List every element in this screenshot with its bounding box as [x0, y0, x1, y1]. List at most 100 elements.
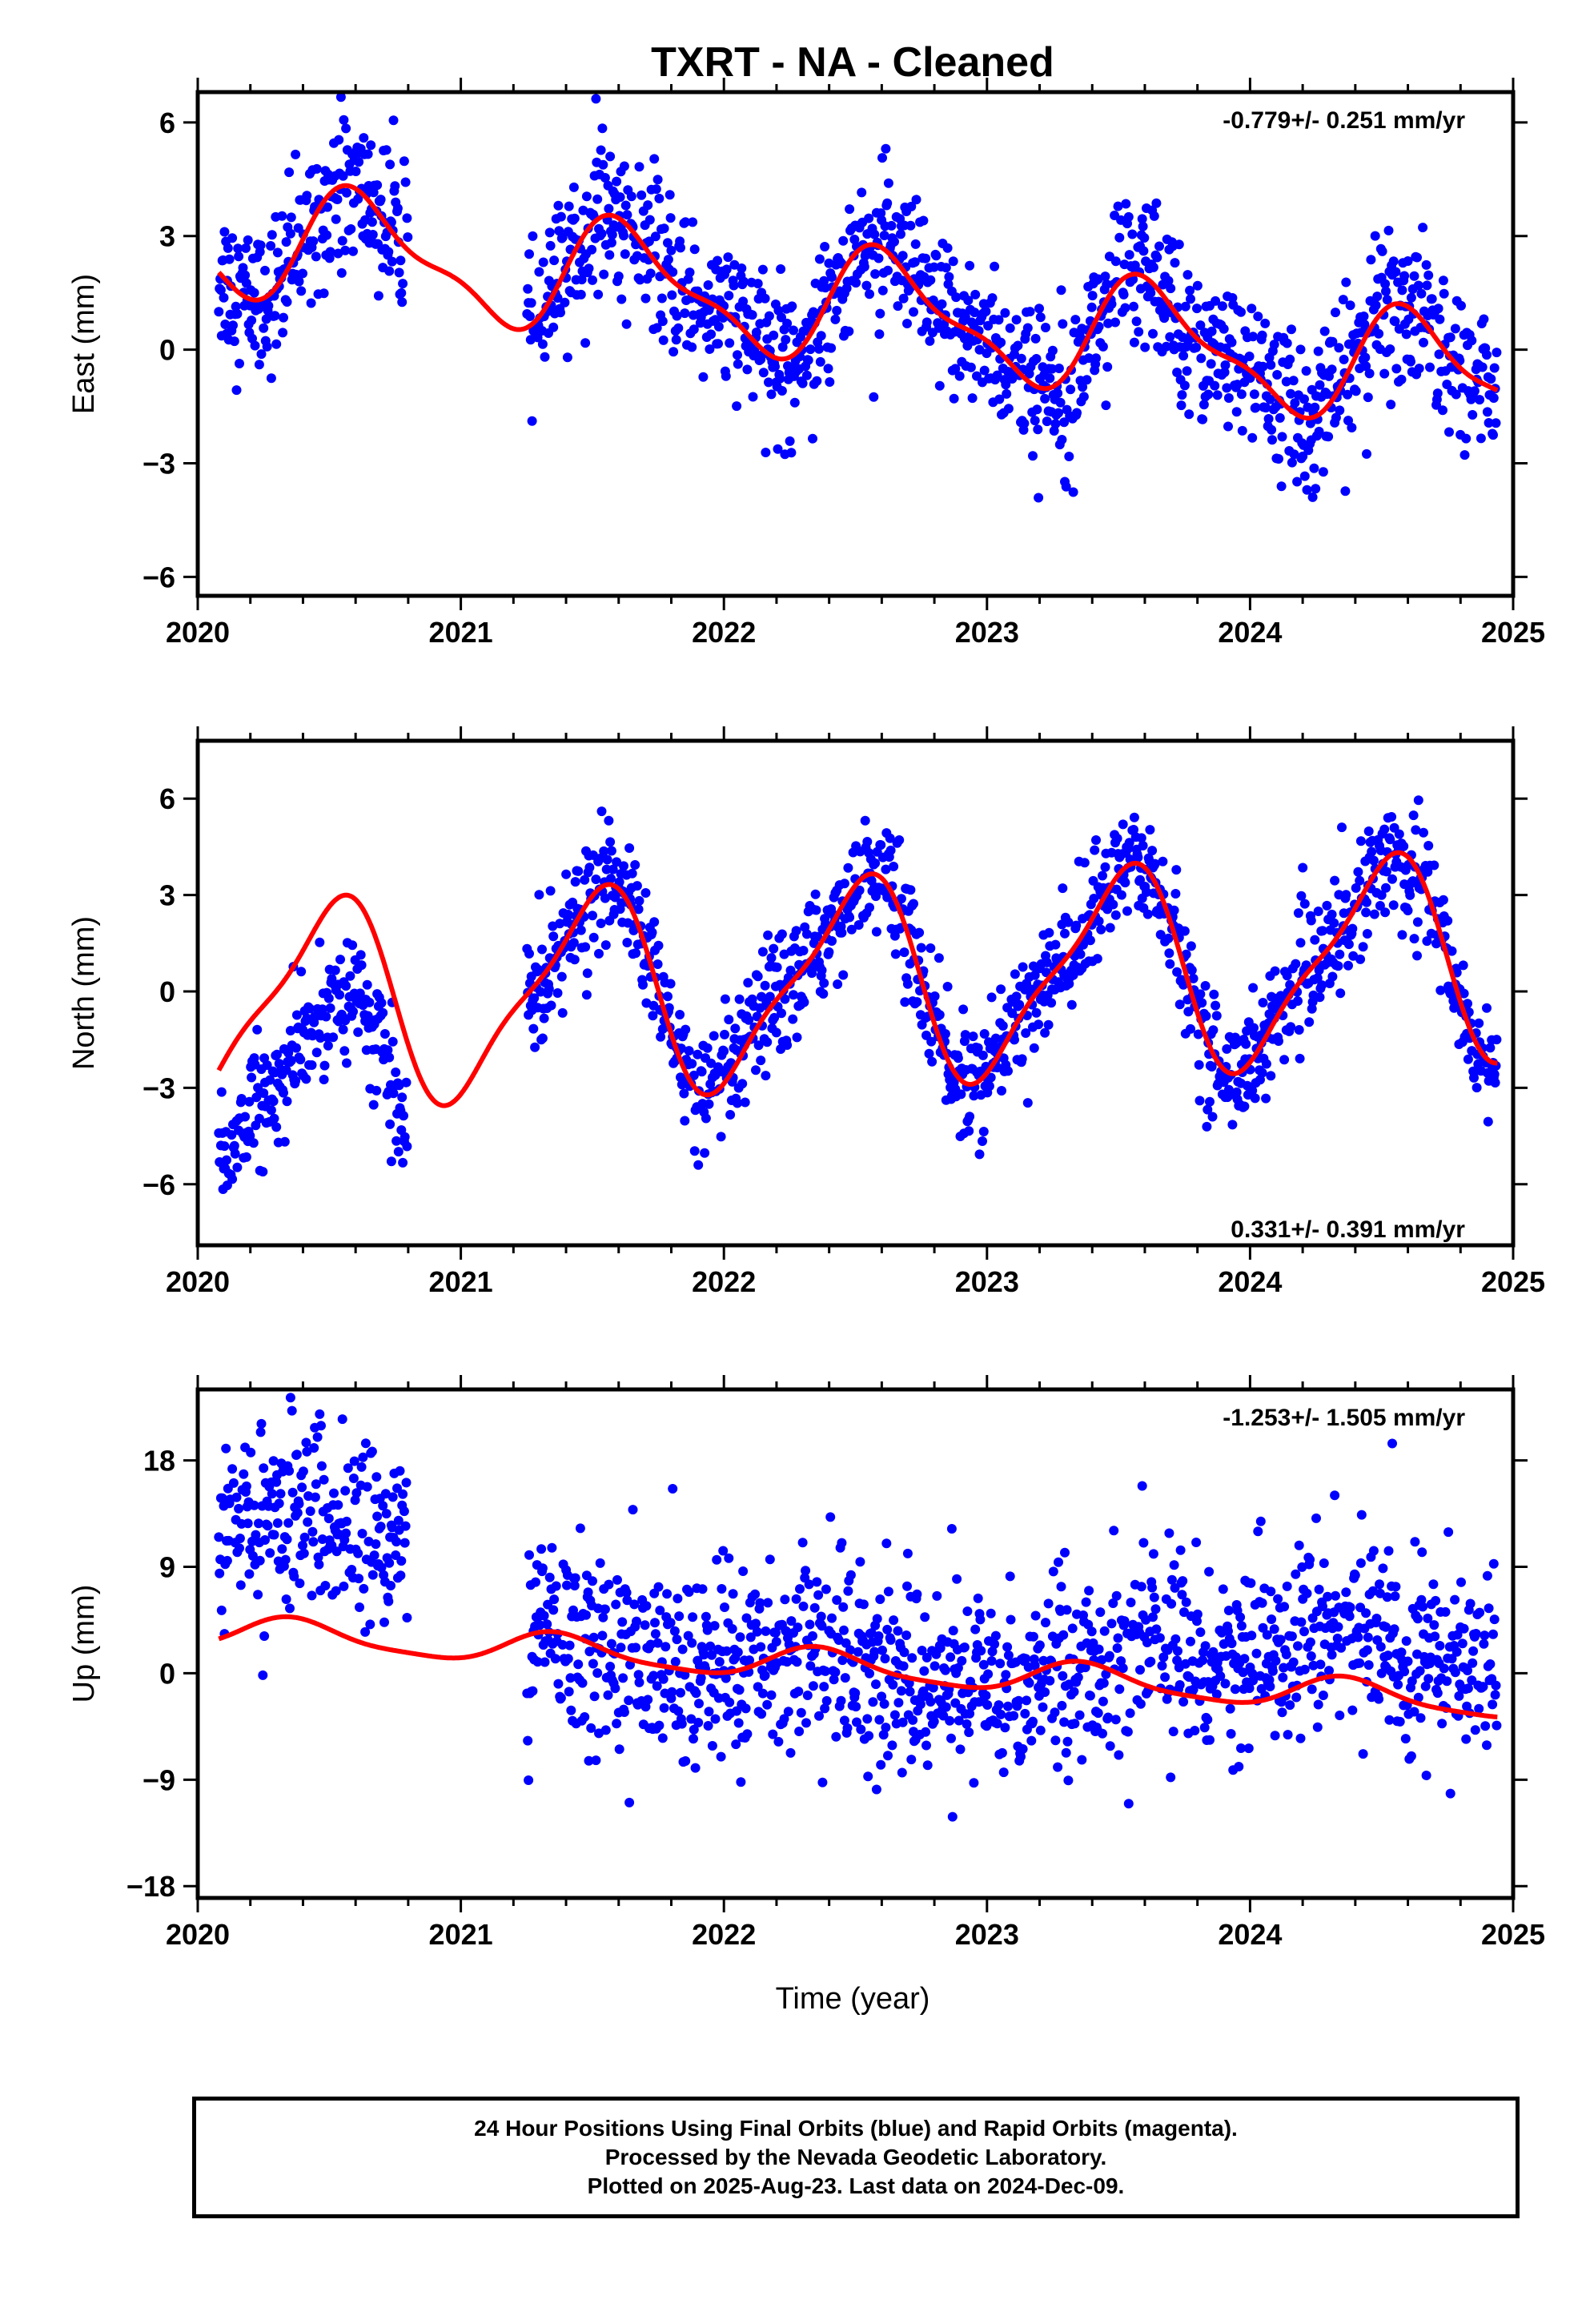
data-point — [805, 1619, 815, 1630]
data-point — [704, 1099, 714, 1109]
data-point — [1471, 1629, 1481, 1638]
data-point — [839, 1625, 849, 1635]
data-point — [688, 217, 698, 227]
data-point — [877, 153, 887, 163]
data-point — [335, 955, 345, 965]
data-point — [611, 1599, 621, 1610]
data-point — [1046, 998, 1057, 1008]
data-point — [594, 948, 604, 959]
data-point — [906, 1755, 917, 1765]
data-point — [1435, 985, 1446, 995]
data-point — [1203, 389, 1214, 400]
y-tick-label: 0 — [159, 975, 175, 1008]
data-point — [870, 269, 881, 279]
data-point — [347, 940, 358, 951]
data-point — [978, 1136, 987, 1146]
data-point — [1169, 1560, 1179, 1570]
data-point — [707, 1741, 717, 1751]
data-point — [1184, 409, 1194, 420]
data-point — [663, 255, 673, 265]
data-point — [336, 267, 347, 278]
data-point — [606, 874, 616, 884]
data-point — [1060, 928, 1070, 939]
data-point — [260, 1535, 270, 1545]
data-point — [976, 1646, 986, 1656]
data-point — [922, 1760, 933, 1771]
data-point — [1006, 1614, 1016, 1625]
data-point — [1412, 917, 1423, 927]
data-point — [1033, 424, 1043, 435]
data-point — [771, 1637, 781, 1647]
data-point — [1192, 1609, 1203, 1619]
data-point — [1360, 352, 1371, 363]
data-point — [1269, 1624, 1279, 1634]
data-point — [612, 1719, 622, 1729]
data-point — [723, 252, 733, 263]
y-tick-label: −3 — [143, 447, 175, 480]
data-point — [1385, 344, 1395, 354]
data-point — [1298, 862, 1308, 873]
data-point — [391, 1068, 401, 1077]
data-point — [1470, 1725, 1480, 1735]
data-point — [921, 253, 931, 263]
data-point — [1022, 323, 1033, 333]
data-point — [222, 1555, 232, 1566]
data-point — [817, 965, 827, 975]
data-point — [983, 320, 994, 331]
data-point — [1482, 1570, 1492, 1581]
data-point — [1313, 346, 1323, 356]
data-point — [791, 1594, 801, 1604]
data-point — [994, 315, 1004, 325]
data-point — [1100, 862, 1110, 872]
data-point — [684, 1046, 694, 1056]
data-point — [1429, 1620, 1439, 1630]
data-point — [283, 1518, 294, 1528]
data-point — [1480, 1630, 1490, 1641]
data-point — [280, 1554, 291, 1565]
data-point — [591, 94, 601, 104]
data-point — [1124, 838, 1134, 848]
data-point — [1030, 333, 1041, 344]
data-point — [321, 1011, 331, 1022]
data-point — [792, 1032, 802, 1043]
data-point — [1191, 1538, 1202, 1547]
data-point — [369, 1550, 379, 1561]
data-point — [842, 1723, 853, 1733]
data-point — [1375, 1588, 1385, 1598]
data-point — [564, 201, 574, 211]
data-point — [888, 1679, 898, 1690]
data-point — [1327, 1650, 1337, 1660]
data-point — [721, 371, 731, 381]
data-point — [1364, 368, 1375, 379]
data-point — [351, 167, 361, 176]
data-point — [654, 1720, 665, 1731]
data-point — [791, 926, 801, 936]
data-point — [1257, 330, 1267, 340]
data-point — [353, 1027, 363, 1037]
data-point — [965, 1708, 975, 1719]
data-point — [1432, 388, 1443, 399]
data-point — [780, 1594, 790, 1605]
data-point — [934, 1010, 945, 1020]
data-point — [881, 1723, 891, 1733]
data-point — [1421, 1771, 1431, 1780]
data-point — [1341, 1587, 1351, 1598]
data-point — [872, 1614, 882, 1624]
data-point — [297, 1482, 307, 1493]
data-point — [1403, 1656, 1413, 1667]
data-point — [733, 359, 743, 369]
data-point — [1293, 996, 1303, 1006]
data-point — [1217, 301, 1227, 312]
data-point — [1288, 376, 1299, 386]
data-point — [1463, 999, 1472, 1009]
data-point — [1084, 1586, 1094, 1596]
data-point — [1016, 1751, 1026, 1762]
data-point — [535, 1620, 545, 1630]
data-point — [1151, 198, 1162, 208]
data-point — [964, 1727, 974, 1738]
data-point — [998, 1021, 1008, 1031]
data-point — [852, 1717, 861, 1727]
data-point — [395, 1466, 405, 1476]
data-point — [614, 877, 624, 887]
data-point — [1435, 1641, 1445, 1651]
